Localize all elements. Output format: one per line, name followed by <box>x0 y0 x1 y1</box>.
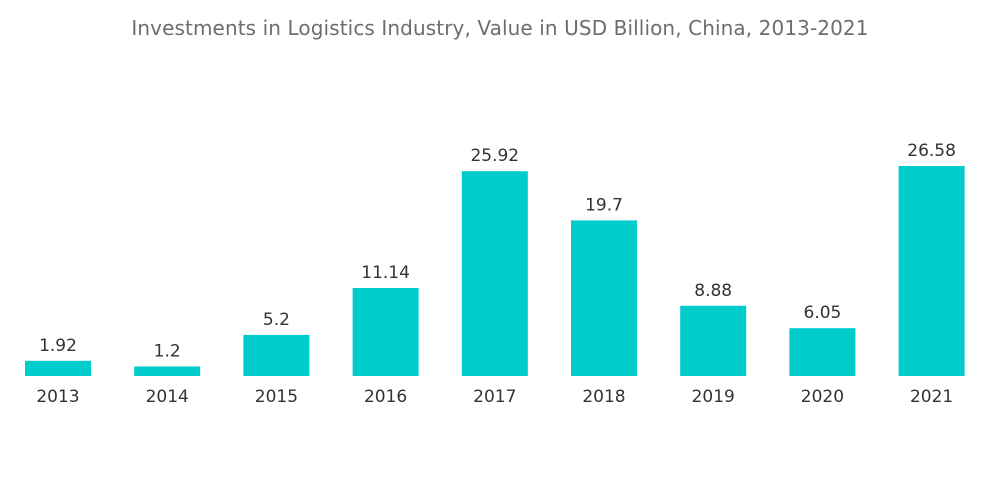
bar-2017 <box>461 171 528 376</box>
x-tick-label-2021: 2021 <box>910 387 953 407</box>
bar-value-label-2015: 5.2 <box>263 310 290 330</box>
bar-value-label-2020: 6.05 <box>803 303 841 323</box>
x-tick-label-2016: 2016 <box>364 387 407 407</box>
bar-2016 <box>352 288 419 376</box>
bar-value-label-2018: 19.7 <box>585 195 623 215</box>
chart-title: Investments in Logistics Industry, Value… <box>131 16 869 40</box>
bar-2019 <box>680 305 747 376</box>
bar-2015 <box>243 334 310 376</box>
x-tick-label-2015: 2015 <box>255 387 298 407</box>
bar-value-label-2013: 1.92 <box>39 336 77 356</box>
bar-2014 <box>134 366 201 376</box>
x-tick-label-2020: 2020 <box>801 387 844 407</box>
bar-2013 <box>25 360 91 376</box>
bar-value-label-2021: 26.58 <box>907 141 956 161</box>
bar-value-label-2016: 11.14 <box>361 263 410 283</box>
x-tick-label-2017: 2017 <box>473 387 516 407</box>
x-tick-label-2013: 2013 <box>36 387 79 407</box>
bar-2020 <box>789 328 856 376</box>
x-tick-label-2018: 2018 <box>582 387 625 407</box>
bar-2021 <box>898 166 965 376</box>
bar-value-label-2014: 1.2 <box>154 342 181 362</box>
x-tick-label-2014: 2014 <box>146 387 189 407</box>
bar-2018 <box>571 220 637 376</box>
x-tick-label-2019: 2019 <box>692 387 735 407</box>
bar-value-label-2017: 25.92 <box>470 146 519 166</box>
bar-value-label-2019: 8.88 <box>694 281 732 301</box>
